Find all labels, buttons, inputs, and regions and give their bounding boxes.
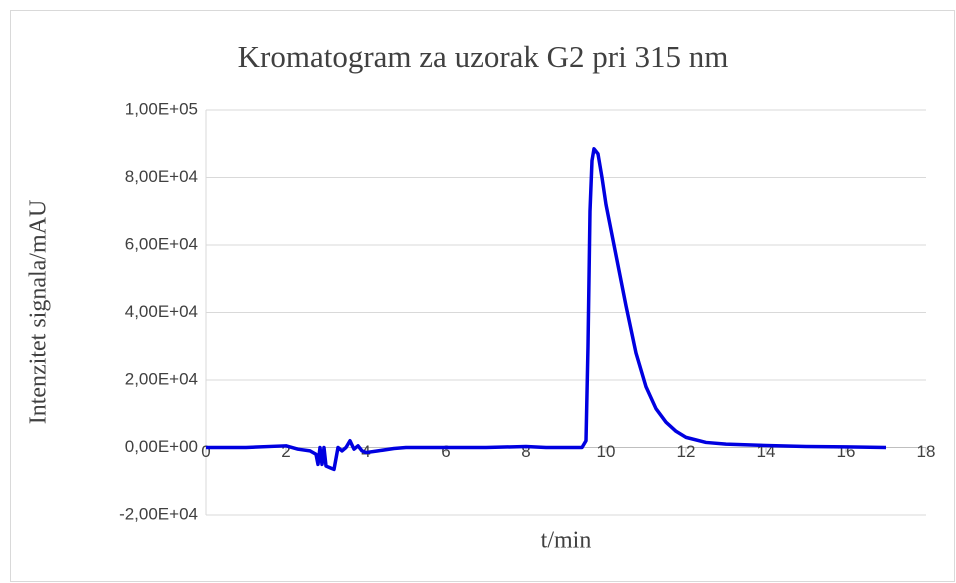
x-tick-label: 8: [521, 442, 530, 461]
line-series: [206, 147, 887, 472]
x-axis-label: t/min: [541, 528, 592, 554]
chart-border: [10, 10, 955, 582]
y-tick-label: 6,00E+04: [125, 234, 198, 253]
y-axis-label: Intenzitet signala/mAU: [26, 200, 52, 425]
x-tick-label: 2: [281, 442, 290, 461]
x-tick-label: 18: [917, 442, 936, 461]
y-tick-label: 0,00E+00: [125, 437, 198, 456]
x-tick-label: 6: [441, 442, 450, 461]
y-tick-label: 4,00E+04: [125, 302, 198, 321]
x-tick-label: 0: [201, 442, 210, 461]
x-tick-label: 12: [677, 442, 696, 461]
y-tick-label: 2,00E+04: [125, 369, 198, 388]
x-tick-label: 10: [597, 442, 616, 461]
y-tick-label: 1,00E+05: [125, 99, 198, 118]
chart-title: Kromatogram za uzorak G2 pri 315 nm: [238, 39, 729, 74]
y-tick-label: 8,00E+04: [125, 167, 198, 186]
y-tick-label: -2,00E+04: [119, 504, 198, 523]
x-tick-label: 16: [837, 442, 856, 461]
